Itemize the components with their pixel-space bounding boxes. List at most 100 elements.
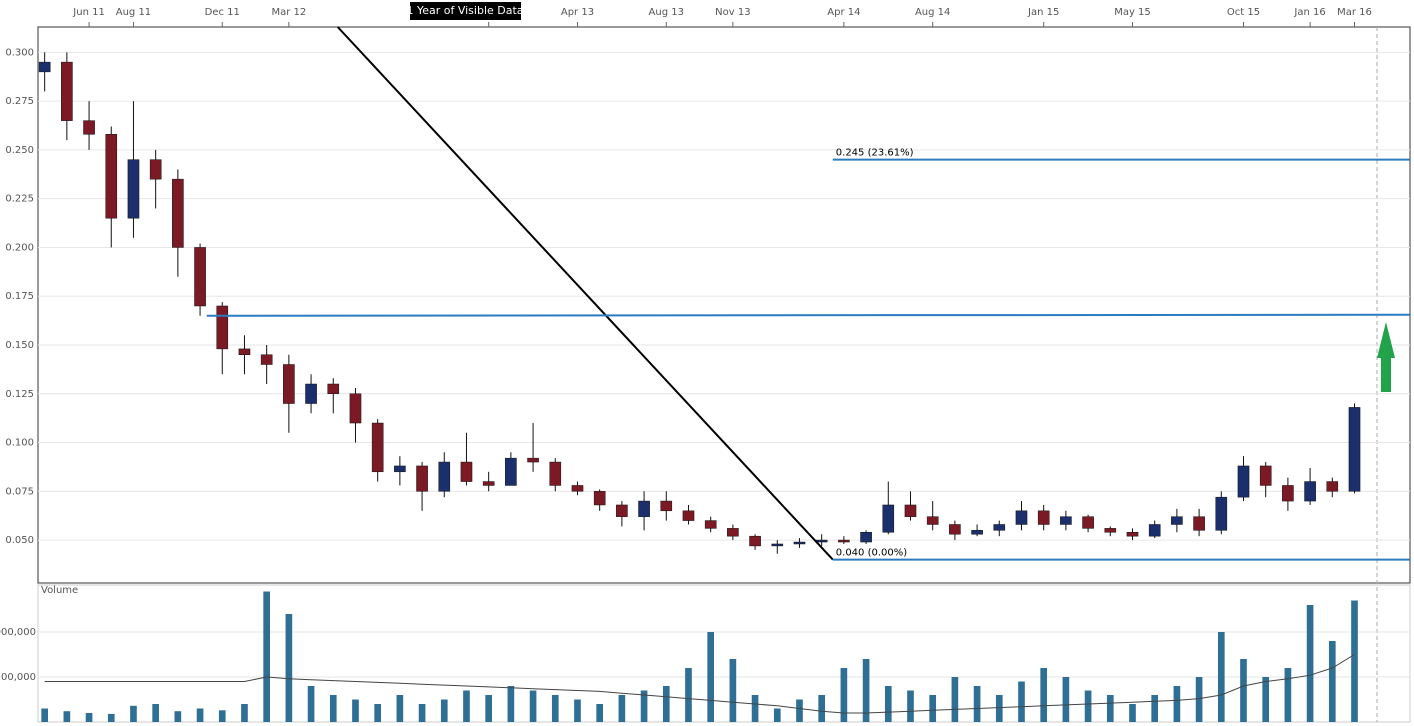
volume-bar (796, 699, 803, 722)
candle-body (83, 120, 95, 135)
volume-bar (862, 659, 870, 722)
volume-bar (1040, 668, 1048, 722)
candle-body (638, 500, 650, 517)
volume-bar (884, 686, 892, 722)
x-tick-label: Nov 13 (715, 7, 750, 18)
volume-bar (751, 695, 759, 722)
candle-body (749, 535, 761, 547)
y-tick-label: 0.150 (5, 340, 34, 351)
candle-body (1015, 510, 1028, 525)
volume-bar (1351, 600, 1358, 722)
candle-body (1259, 465, 1272, 486)
volume-bar (685, 668, 692, 722)
candle-body (194, 247, 206, 307)
volume-bar (1106, 695, 1114, 722)
x-tick-label: Jun 11 (72, 7, 105, 18)
volume-bar (285, 614, 293, 722)
candle-body (238, 348, 251, 355)
volume-bar (1306, 605, 1314, 722)
y2-tick-label: 1,000,000 (0, 627, 36, 638)
candle-body (482, 481, 495, 486)
candle-body (416, 465, 428, 492)
volume-bar (529, 690, 537, 722)
y-tick-label: 0.075 (5, 486, 34, 497)
volume-bar (507, 686, 515, 722)
volume-bar (63, 711, 71, 722)
candle-body (283, 364, 295, 404)
candle-body (793, 541, 806, 545)
x-tick-label: Mar 12 (271, 7, 306, 18)
volume-bar (263, 591, 270, 722)
volume-bar (352, 699, 359, 722)
range-badge (410, 2, 521, 20)
x-tick-label: Apr 14 (827, 7, 860, 18)
volume-bar (1151, 695, 1159, 722)
candle-body (682, 510, 695, 521)
volume-bar (973, 686, 981, 722)
x-tick-label: Jan 16 (1293, 7, 1325, 18)
candle-body (1037, 510, 1050, 525)
volume-bar (107, 713, 115, 722)
candle-body (327, 383, 340, 395)
x-tick-label: Oct 15 (1227, 7, 1260, 18)
volume-bar (485, 695, 493, 722)
volume-bar (307, 686, 315, 722)
candle-body (616, 504, 628, 517)
volume-bar (1062, 677, 1070, 722)
volume-bar (640, 690, 648, 722)
candle-body (371, 422, 384, 473)
x-tick-label: Mar 16 (1337, 7, 1372, 18)
candle-body (260, 354, 273, 365)
candle-body (727, 528, 739, 537)
y-tick-label: 0.200 (5, 242, 34, 253)
candle-body (61, 61, 73, 121)
candle-body (660, 500, 673, 512)
candle-body (505, 457, 517, 486)
volume-bar (574, 699, 581, 722)
candle-body (438, 461, 451, 492)
volume-average (44, 654, 1355, 714)
candle-body (882, 504, 895, 533)
candle-body (1282, 485, 1294, 502)
volume-bar (174, 711, 182, 722)
volume-bar (196, 708, 204, 722)
candle-body (216, 305, 229, 350)
candle-body (704, 520, 717, 529)
candle-body (1193, 516, 1205, 531)
y-tick-label: 0.050 (5, 535, 34, 546)
y-tick-label: 0.175 (5, 291, 34, 302)
volume-bar (41, 708, 48, 722)
volume-frame (37, 584, 1411, 723)
candle-body (172, 178, 184, 248)
y-tick-label: 0.100 (5, 438, 34, 449)
candle-body (1304, 481, 1316, 502)
y-tick-label: 0.225 (5, 194, 34, 205)
x-tick-label: May 15 (1114, 7, 1151, 18)
candle-body (860, 532, 872, 543)
volume-bar (907, 690, 914, 722)
candle-body (593, 491, 606, 506)
candle-body (549, 461, 562, 486)
x-tick-label: Jan 15 (1027, 7, 1059, 18)
candle-body (838, 539, 850, 543)
volume-bar (396, 695, 404, 722)
volume-bar (1328, 641, 1336, 722)
range-label: 1 Year of Visible Data (406, 4, 523, 17)
volume-bar (218, 710, 226, 722)
x-tick-label: Apr 13 (561, 7, 594, 18)
candle-body (815, 539, 828, 543)
fib-label: 0.245 (23.61%) (836, 148, 914, 159)
price-frame (37, 26, 1411, 584)
candle-body (926, 516, 939, 525)
volume-bar (241, 704, 248, 722)
volume-bar (1262, 677, 1270, 722)
volume-label: Volume (41, 585, 78, 596)
volume-bar (596, 704, 604, 722)
trendline (336, 26, 834, 561)
volume-bar (995, 695, 1003, 722)
volume-bar (551, 695, 559, 722)
resistance-line (206, 313, 1411, 317)
y-tick-label: 0.125 (5, 389, 34, 400)
volume-bar (818, 695, 826, 722)
